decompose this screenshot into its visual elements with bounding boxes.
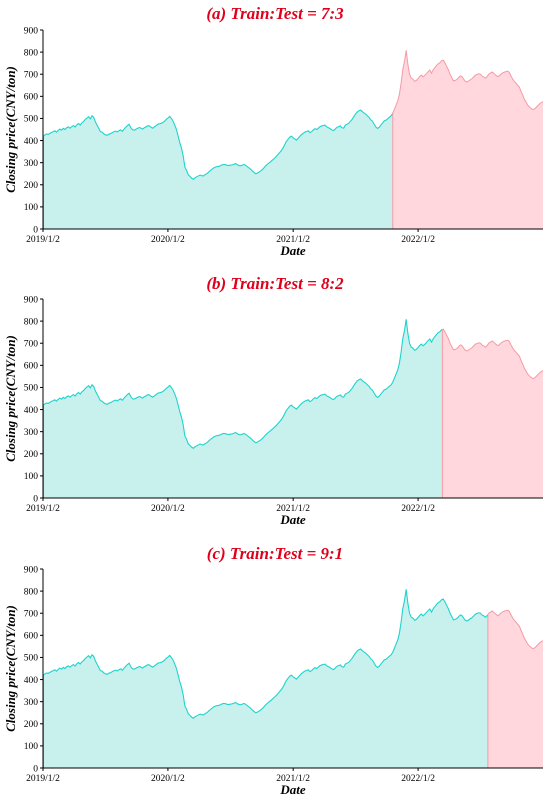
x-axis-label: Date: [279, 512, 306, 527]
test-area: [487, 610, 543, 768]
train-area: [43, 589, 488, 768]
y-tick-label: 900: [24, 565, 39, 575]
train-series-line: [42, 319, 443, 449]
y-tick-label: 800: [24, 48, 39, 58]
x-tick-label: 2020/1/2: [151, 235, 185, 245]
y-tick-label: 400: [24, 406, 39, 416]
y-tick-label: 100: [24, 203, 39, 213]
y-tick-label: 700: [24, 340, 39, 350]
y-tick-label: 600: [24, 362, 39, 372]
y-tick-label: 200: [24, 181, 39, 191]
y-tick-label: 900: [24, 26, 39, 36]
x-axis-label: Date: [279, 782, 306, 797]
chart-panel-1: (a) Train:Test = 7:3 0 100 200 300 400 500 600 7…: [3, 4, 544, 258]
test-series-line: [487, 609, 544, 650]
x-tick-label: 2020/1/2: [151, 504, 185, 514]
y-tick-label: 600: [24, 632, 39, 642]
x-tick-label: 2022/1/2: [401, 235, 435, 245]
x-tick-label: 2019/1/2: [26, 504, 60, 514]
y-tick-label: 800: [24, 587, 39, 597]
y-axis-label: Closing price(CNY/ton): [3, 605, 18, 732]
y-tick-label: 700: [24, 610, 39, 620]
y-tick-label: 200: [24, 720, 39, 730]
y-tick-label: 900: [24, 295, 39, 305]
y-tick-label: 800: [24, 317, 39, 327]
chart-panel-2: (b) Train:Test = 8:2 0 100 200 300 400 500 600 7…: [3, 274, 544, 527]
y-tick-label: 100: [24, 742, 39, 752]
y-tick-label: 600: [24, 93, 39, 103]
y-tick-label: 300: [24, 159, 39, 169]
train-area: [43, 110, 393, 229]
y-tick-label: 500: [24, 654, 39, 664]
x-tick-label: 2019/1/2: [26, 774, 60, 784]
y-tick-label: 0: [33, 764, 38, 774]
y-tick-label: 100: [24, 472, 39, 482]
y-tick-label: 400: [24, 137, 39, 147]
y-tick-label: 700: [24, 71, 39, 81]
y-axis-label: Closing price(CNY/ton): [3, 335, 18, 462]
chart-title: (a) Train:Test = 7:3: [206, 4, 344, 23]
test-area: [392, 50, 543, 230]
x-tick-label: 2019/1/2: [26, 235, 60, 245]
x-tick-label: 2021/1/2: [276, 774, 310, 784]
test-series-line: [392, 50, 544, 114]
y-tick-label: 500: [24, 384, 39, 394]
y-tick-label: 0: [33, 494, 38, 504]
x-tick-label: 2021/1/2: [276, 504, 310, 514]
y-tick-label: 200: [24, 450, 39, 460]
train-series-line: [42, 109, 394, 180]
x-tick-label: 2020/1/2: [151, 774, 185, 784]
y-axis-label: Closing price(CNY/ton): [3, 66, 18, 193]
y-tick-label: 0: [33, 225, 38, 235]
y-tick-label: 300: [24, 428, 39, 438]
test-area: [442, 329, 543, 498]
x-tick-label: 2022/1/2: [401, 504, 435, 514]
y-tick-label: 500: [24, 115, 39, 125]
x-tick-label: 2022/1/2: [401, 774, 435, 784]
chart-title: (c) Train:Test = 9:1: [207, 544, 343, 563]
test-series-line: [442, 328, 544, 380]
y-tick-label: 400: [24, 676, 39, 686]
train-series-line: [42, 589, 489, 719]
chart-title: (b) Train:Test = 8:2: [206, 274, 344, 293]
x-tick-label: 2021/1/2: [276, 235, 310, 245]
x-axis-label: Date: [279, 243, 306, 258]
y-tick-label: 300: [24, 698, 39, 708]
chart-panel-3: (c) Train:Test = 9:1 0 100 200 300 400 500 600 7…: [3, 544, 544, 797]
train-area: [43, 319, 443, 498]
